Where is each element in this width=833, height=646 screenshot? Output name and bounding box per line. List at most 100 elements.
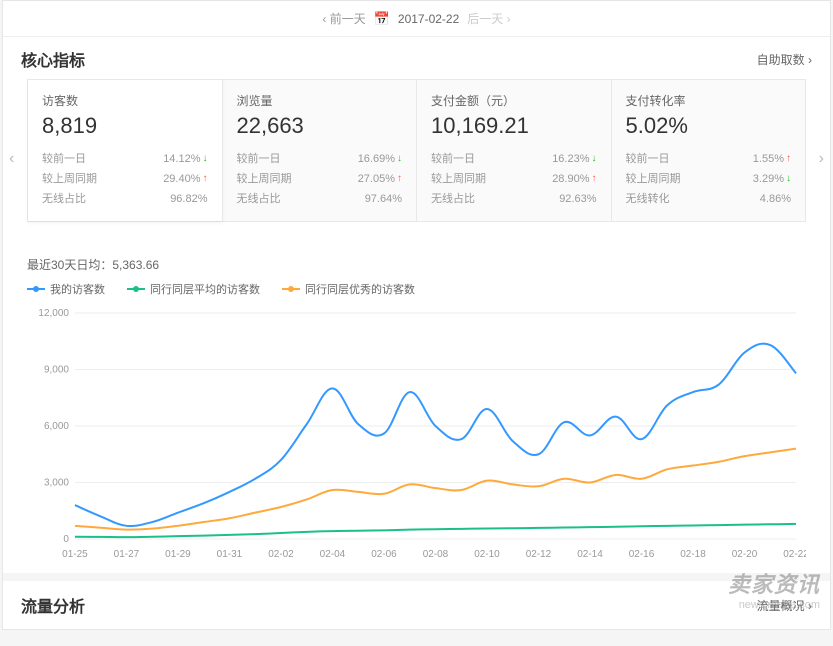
metric-row: 较上周同期 28.90%↑ xyxy=(431,169,597,189)
metric-row-label: 较上周同期 xyxy=(237,169,292,189)
legend-marker xyxy=(282,288,300,290)
metric-row-label: 较前一日 xyxy=(42,149,86,169)
calendar-icon[interactable]: 📅 xyxy=(374,11,390,27)
svg-text:02-06: 02-06 xyxy=(371,549,397,560)
next-day-label: 后一天 xyxy=(467,12,503,26)
metric-row-label: 无线占比 xyxy=(237,189,281,209)
svg-text:02-22: 02-22 xyxy=(783,549,806,560)
prev-day-label: 前一天 xyxy=(330,12,366,26)
svg-text:02-04: 02-04 xyxy=(320,549,346,560)
svg-text:02-12: 02-12 xyxy=(526,549,552,560)
metric-row-pct: 4.86% xyxy=(760,189,791,209)
metrics-carousel: ‹ 访客数 8,819 较前一日 14.12%↓ 较上周同期 29.40%↑ 无… xyxy=(3,79,830,238)
metric-card[interactable]: 浏览量 22,663 较前一日 16.69%↓ 较上周同期 27.05%↑ 无线… xyxy=(223,80,418,221)
legend-marker xyxy=(27,288,45,290)
metric-row-pct: 92.63% xyxy=(559,189,596,209)
svg-text:12,000: 12,000 xyxy=(38,308,69,319)
traffic-section-header: 流量分析 流量概况 › 卖家资讯 news.maijia.com xyxy=(3,581,830,629)
core-metrics-header: 核心指标 自助取数 › xyxy=(3,37,830,79)
chart-series-my xyxy=(75,344,796,526)
svg-text:02-20: 02-20 xyxy=(732,549,758,560)
svg-text:6,000: 6,000 xyxy=(44,421,69,432)
metric-row-pct: 27.05%↑ xyxy=(358,169,402,189)
arrow-down-icon: ↓ xyxy=(592,149,597,169)
metric-card[interactable]: 支付金额（元） 10,169.21 较前一日 16.23%↓ 较上周同期 28.… xyxy=(417,80,612,221)
metric-row-label: 较上周同期 xyxy=(626,169,681,189)
metric-value: 5.02% xyxy=(626,113,792,139)
next-day-button[interactable]: 后一天 › xyxy=(467,10,510,27)
metric-row: 较上周同期 29.40%↑ xyxy=(42,169,208,189)
metric-row: 较前一日 1.55%↑ xyxy=(626,149,792,169)
metric-row-pct: 16.69%↓ xyxy=(358,149,402,169)
metric-row: 无线占比 97.64% xyxy=(237,189,403,209)
metric-row: 无线转化 4.86% xyxy=(626,189,792,209)
svg-text:02-02: 02-02 xyxy=(268,549,294,560)
svg-text:02-10: 02-10 xyxy=(474,549,500,560)
metric-row-label: 无线占比 xyxy=(42,189,86,209)
metric-value: 22,663 xyxy=(237,113,403,139)
metric-title: 支付转化率 xyxy=(626,92,792,109)
metric-card[interactable]: 访客数 8,819 较前一日 14.12%↓ 较上周同期 29.40%↑ 无线占… xyxy=(28,80,223,221)
metric-value: 10,169.21 xyxy=(431,113,597,139)
svg-text:01-25: 01-25 xyxy=(62,549,88,560)
section-title: 核心指标 xyxy=(21,47,85,71)
arrow-up-icon: ↑ xyxy=(592,169,597,189)
metric-row-pct: 3.29%↓ xyxy=(753,169,791,189)
legend-item[interactable]: 我的访客数 xyxy=(27,281,105,297)
metric-title: 浏览量 xyxy=(237,92,403,109)
legend-item[interactable]: 同行同层优秀的访客数 xyxy=(282,281,415,297)
svg-text:02-14: 02-14 xyxy=(577,549,603,560)
chart-legend: 我的访客数 同行同层平均的访客数 同行同层优秀的访客数 xyxy=(3,281,830,303)
svg-text:3,000: 3,000 xyxy=(44,477,69,488)
legend-label: 同行同层平均的访客数 xyxy=(150,281,260,297)
svg-text:0: 0 xyxy=(63,534,69,545)
metric-title: 访客数 xyxy=(42,92,208,109)
metric-row: 较前一日 16.23%↓ xyxy=(431,149,597,169)
svg-text:01-29: 01-29 xyxy=(165,549,191,560)
metric-row: 较前一日 16.69%↓ xyxy=(237,149,403,169)
current-date: 2017-02-22 xyxy=(398,12,459,26)
metric-title: 支付金额（元） xyxy=(431,92,597,109)
svg-text:01-31: 01-31 xyxy=(217,549,243,560)
metric-row-pct: 16.23%↓ xyxy=(552,149,596,169)
metrics-next-button[interactable]: › xyxy=(819,150,824,168)
metric-row-pct: 1.55%↑ xyxy=(753,149,791,169)
traffic-more-button[interactable]: 流量概况 › xyxy=(757,597,812,614)
arrow-down-icon: ↓ xyxy=(397,149,402,169)
metric-row: 较前一日 14.12%↓ xyxy=(42,149,208,169)
svg-text:01-27: 01-27 xyxy=(114,549,140,560)
metric-row-pct: 96.82% xyxy=(170,189,207,209)
metric-card[interactable]: 支付转化率 5.02% 较前一日 1.55%↑ 较上周同期 3.29%↓ 无线转… xyxy=(612,80,806,221)
date-bar: ‹ 前一天 📅 2017-02-22 后一天 › xyxy=(3,1,830,37)
arrow-up-icon: ↑ xyxy=(203,169,208,189)
metrics-prev-button[interactable]: ‹ xyxy=(9,150,14,168)
metric-row: 无线占比 96.82% xyxy=(42,189,208,209)
svg-text:02-18: 02-18 xyxy=(680,549,706,560)
legend-marker xyxy=(127,288,145,290)
arrow-up-icon: ↑ xyxy=(786,149,791,169)
metric-row-label: 较上周同期 xyxy=(42,169,97,189)
metric-row-pct: 14.12%↓ xyxy=(163,149,207,169)
metric-row-label: 无线转化 xyxy=(626,189,670,209)
metric-row: 较上周同期 27.05%↑ xyxy=(237,169,403,189)
metric-row: 较上周同期 3.29%↓ xyxy=(626,169,792,189)
metric-value: 8,819 xyxy=(42,113,208,139)
visitors-line-chart: 03,0006,0009,00012,00001-2501-2701-2901-… xyxy=(3,303,830,573)
metric-row-label: 较前一日 xyxy=(237,149,281,169)
legend-label: 我的访客数 xyxy=(50,281,105,297)
chart-series-peer_top xyxy=(75,449,796,530)
metric-row-label: 较前一日 xyxy=(431,149,475,169)
svg-text:02-08: 02-08 xyxy=(423,549,449,560)
metric-row: 无线占比 92.63% xyxy=(431,189,597,209)
arrow-down-icon: ↓ xyxy=(786,169,791,189)
prev-day-button[interactable]: ‹ 前一天 xyxy=(322,10,365,27)
metric-row-label: 较前一日 xyxy=(626,149,670,169)
legend-label: 同行同层优秀的访客数 xyxy=(305,281,415,297)
metric-row-label: 无线占比 xyxy=(431,189,475,209)
traffic-title: 流量分析 xyxy=(21,593,85,617)
legend-item[interactable]: 同行同层平均的访客数 xyxy=(127,281,260,297)
arrow-up-icon: ↑ xyxy=(397,169,402,189)
self-get-data-button[interactable]: 自助取数 › xyxy=(757,51,812,68)
svg-text:02-16: 02-16 xyxy=(629,549,655,560)
chart-subtitle: 最近30天日均：5,363.66 xyxy=(3,238,830,281)
